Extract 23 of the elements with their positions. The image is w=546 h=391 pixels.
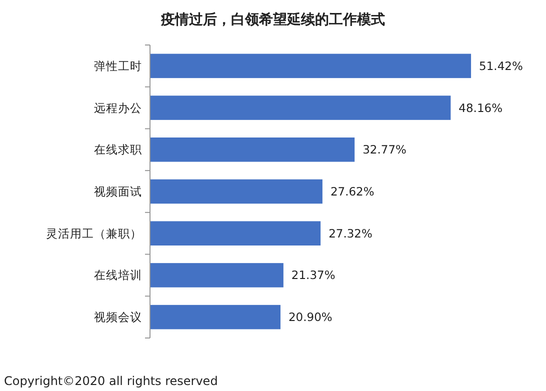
y-tick-label: 在线培训 — [94, 268, 142, 282]
data-label: 48.16% — [458, 100, 503, 115]
bar — [150, 179, 322, 204]
data-label: 32.77% — [362, 142, 407, 157]
data-label: 27.62% — [330, 184, 374, 199]
data-label: 51.42% — [479, 58, 523, 73]
bar — [150, 304, 280, 330]
y-tick-label: 灵活用工（兼职） — [46, 226, 142, 240]
data-label: 21.37% — [291, 268, 336, 282]
text: Copyright©2020 all rights reserved — [4, 374, 218, 388]
y-tick-label: 视频会议 — [94, 310, 142, 324]
bar — [150, 221, 321, 246]
y-tick-label: 远程办公 — [94, 100, 142, 115]
data-label: 27.32% — [328, 226, 372, 240]
bar — [150, 138, 355, 162]
y-tick-label: 视频面试 — [94, 184, 142, 199]
bar — [150, 263, 284, 288]
bar — [150, 54, 472, 78]
data-label: 20.90% — [288, 310, 332, 324]
bar — [150, 96, 451, 120]
chart-title: 疫情过后，白领希望延续的工作模式 — [160, 11, 385, 28]
y-tick-label: 在线求职 — [94, 142, 142, 157]
y-tick-label: 弹性工时 — [94, 58, 142, 73]
